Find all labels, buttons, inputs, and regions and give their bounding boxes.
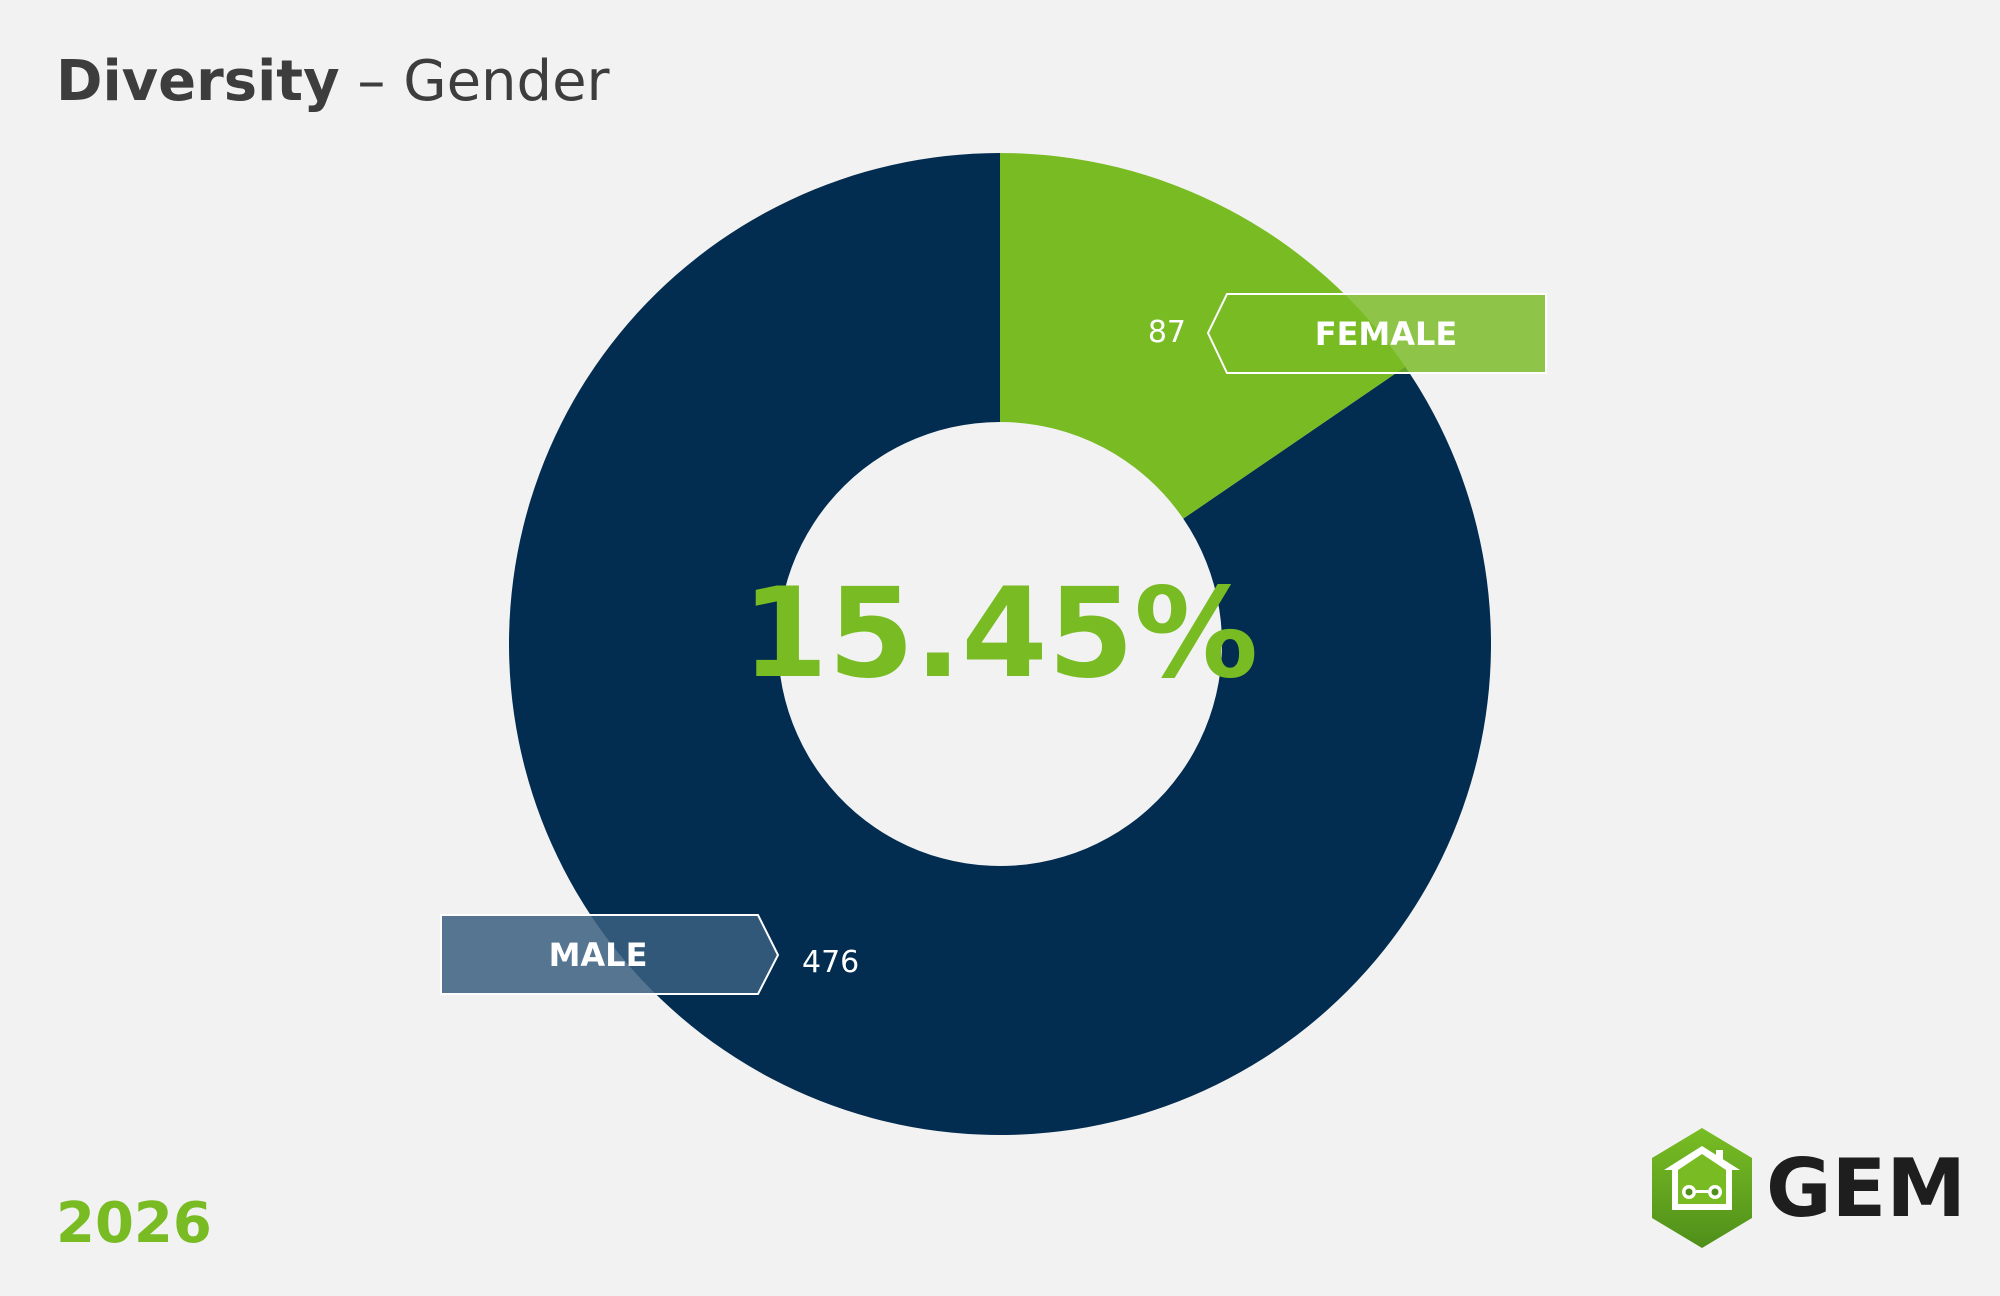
title-bold: Diversity: [56, 49, 340, 114]
female-label-tag: [1206, 293, 1547, 374]
female-label-name: FEMALE: [1315, 315, 1458, 353]
male-label-value: 476: [802, 945, 859, 980]
house-hexagon-icon: [1652, 1128, 1752, 1248]
logo-text: GEM: [1766, 1142, 1966, 1235]
title-separator: –: [340, 49, 404, 114]
male-label-name: MALE: [549, 936, 648, 974]
year-label: 2026: [56, 1191, 212, 1256]
title-light: Gender: [403, 49, 610, 114]
pie-slice-female: [1000, 153, 1406, 519]
male-label-tag: [440, 914, 780, 995]
chart-title: Diversity – Gender: [56, 49, 611, 114]
pie-slice-male: [509, 153, 1492, 1135]
center-percentage-label: 15.45%: [742, 562, 1258, 706]
female-label-value: 87: [1148, 315, 1186, 350]
